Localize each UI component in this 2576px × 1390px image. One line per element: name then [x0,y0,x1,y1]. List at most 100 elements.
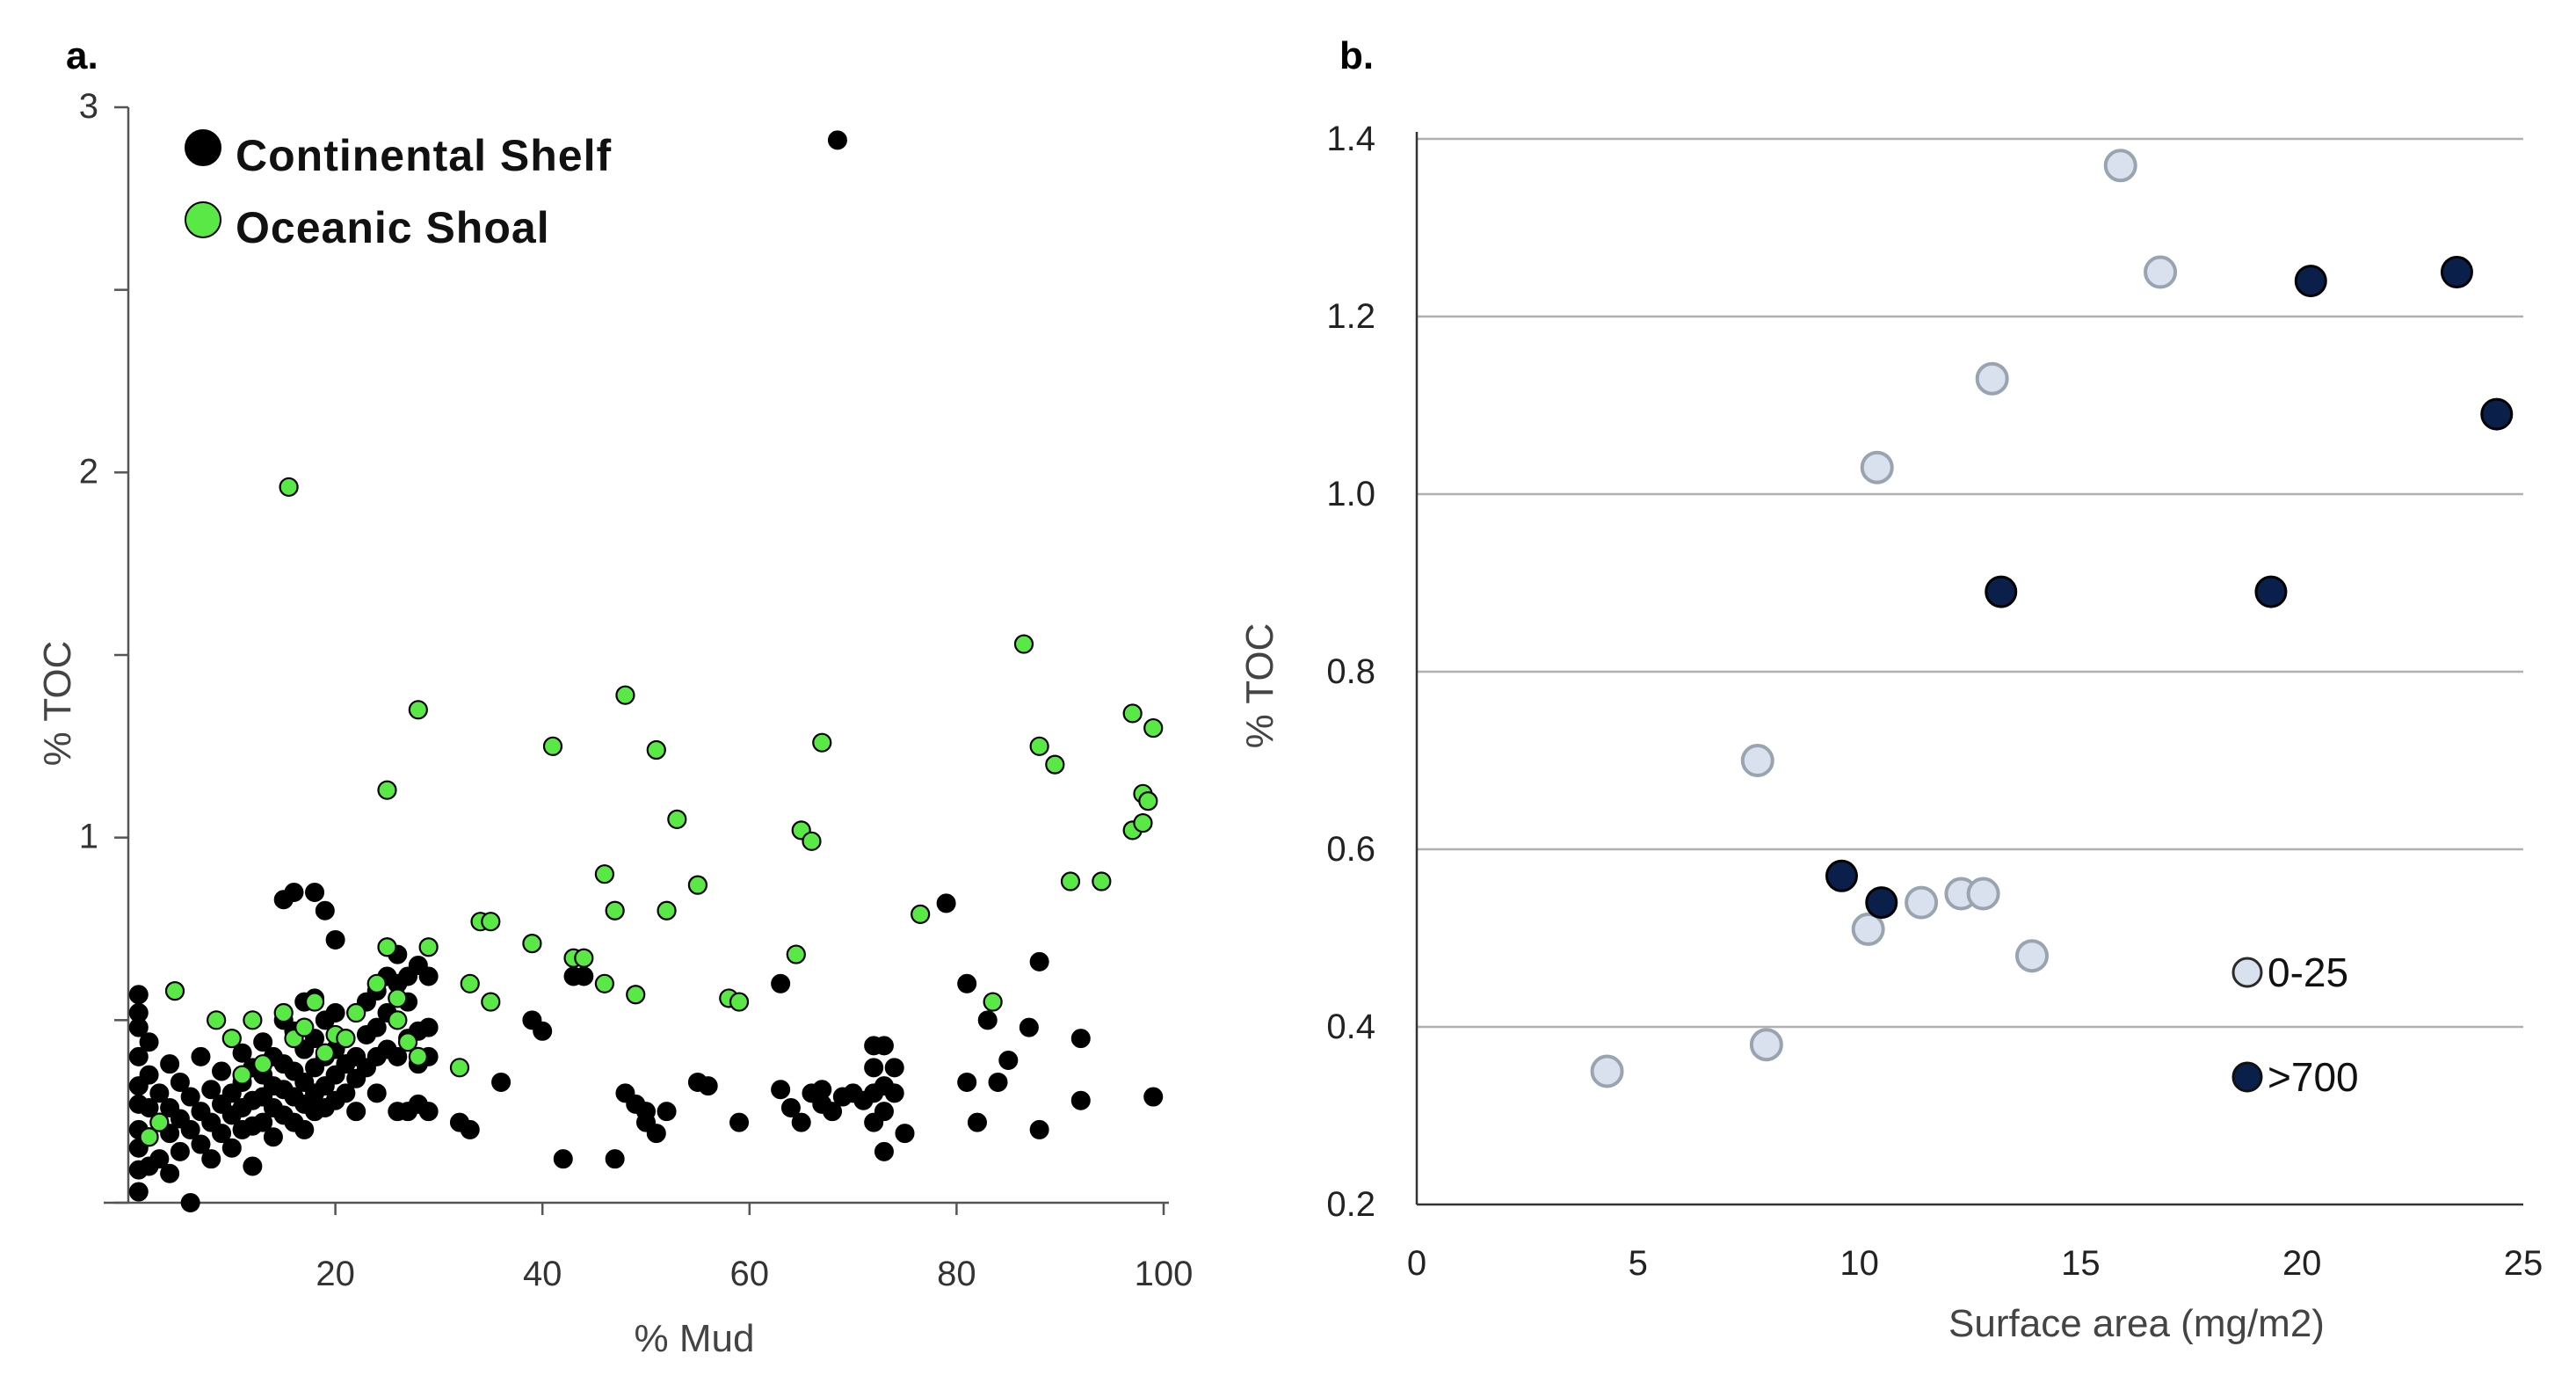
point-continental-shelf [895,1124,915,1144]
point-oceanic-shoal [408,700,428,720]
point-continental-shelf [253,1112,273,1132]
panel-b-y-tick-label: 1.0 [1326,475,1375,513]
point-continental-shelf [325,1003,345,1023]
panel-a-x-tick-label: 60 [730,1255,770,1293]
point-oceanic-shoal [667,809,687,830]
point-continental-shelf [128,1046,149,1066]
point-continental-shelf [366,1017,387,1037]
panel-b-y-tick-label: 0.4 [1326,1008,1375,1046]
point-continental-shelf [243,1156,263,1176]
point-continental-shelf [827,130,847,150]
point-continental-shelf [201,1080,221,1100]
point-continental-shelf [657,1102,677,1122]
point-continental-shelf [212,1061,232,1081]
point-gt-700 [1985,575,2018,608]
point-continental-shelf [957,973,977,993]
legend-swatch-greater-than-700 [2231,1061,2263,1093]
point-continental-shelf [139,1032,159,1052]
point-continental-shelf [305,882,325,902]
point-oceanic-shoal [1060,871,1081,891]
point-oceanic-shoal [294,1017,315,1037]
point-oceanic-shoal [253,1054,273,1074]
point-continental-shelf [780,1098,801,1118]
legend-label-0-25: 0-25 [2268,950,2348,995]
point-oceanic-shoal [626,985,646,1005]
panel-b-gridlines [1417,137,2523,1029]
point-continental-shelf [212,1124,232,1144]
point-continental-shelf [967,1112,987,1132]
point-oceanic-shoal [449,1058,470,1078]
point-continental-shelf [460,1119,480,1139]
panel-b-y-tick-label: 0.6 [1326,830,1375,869]
panel-a-ticks: 1 2 3 20 40 60 80 100 [79,87,1194,1293]
point-0-25 [1966,877,2000,911]
point-oceanic-shoal [377,780,397,800]
point-0-25 [2103,149,2137,183]
legend-swatch-oceanic-shoal [185,201,221,238]
point-continental-shelf [325,929,345,950]
point-continental-shelf [771,1080,791,1100]
point-continental-shelf [160,1163,180,1183]
point-continental-shelf [232,1043,252,1063]
point-oceanic-shoal [786,944,806,964]
point-0-25 [1749,1028,1783,1062]
legend-label-continental-shelf: Continental Shelf [236,131,612,180]
point-continental-shelf [533,1021,553,1041]
point-0-25 [1851,912,1885,946]
point-oceanic-shoal [1045,754,1065,775]
panel-b-x-tick-label: 20 [2282,1244,2322,1283]
point-oceanic-shoal [418,937,439,957]
panel-b-x-axis-label: Surface area (mg/m2) [1948,1302,2325,1345]
point-continental-shelf [864,1058,884,1078]
point-oceanic-shoal [346,1002,366,1023]
panel-b-points [1590,149,2514,1088]
point-continental-shelf [874,1141,894,1161]
point-continental-shelf [170,1072,190,1092]
point-continental-shelf [771,973,791,993]
point-oceanic-shoal [221,1028,242,1049]
point-oceanic-shoal [207,1010,227,1030]
point-continental-shelf [874,1036,894,1056]
point-gt-700 [1865,886,1898,920]
point-continental-shelf [284,882,304,902]
point-continental-shelf [977,1010,998,1030]
point-oceanic-shoal [408,1046,428,1066]
point-gt-700 [1825,859,1858,892]
point-oceanic-shoal [149,1112,170,1132]
point-gt-700 [2440,256,2473,288]
legend-label-oceanic-shoal: Oceanic Shoal [236,203,550,252]
point-oceanic-shoal [164,981,185,1001]
legend-label-greater-than-700: >700 [2268,1054,2359,1100]
point-oceanic-shoal [139,1127,159,1147]
point-oceanic-shoal [279,477,299,498]
point-oceanic-shoal [1122,703,1143,724]
point-continental-shelf [1070,1029,1091,1049]
point-continental-shelf [294,1119,315,1139]
point-continental-shelf [180,1119,200,1139]
point-continental-shelf [315,900,335,921]
panel-a-points [128,130,1164,1212]
point-oceanic-shoal [304,992,325,1012]
panel-a-x-tick-label: 20 [316,1255,355,1293]
point-continental-shelf [874,1102,894,1122]
panel-b-letter: b. [1339,34,1374,77]
point-oceanic-shoal [802,831,822,851]
point-oceanic-shoal [388,1010,408,1030]
series-oceanic-shoal [139,477,1164,1147]
point-continental-shelf [936,893,956,913]
point-continental-shelf [1019,1017,1039,1037]
series-continental-shelf [128,130,1164,1212]
panel-a-x-tick-label: 100 [1135,1255,1194,1293]
point-continental-shelf [884,1083,904,1103]
panel-b-x-tick-label: 5 [1629,1244,1648,1283]
point-oceanic-shoal [594,973,614,993]
panel-b-y-tick-label: 0.8 [1326,652,1375,691]
point-continental-shelf [139,1098,159,1118]
point-continental-shelf [1029,951,1049,972]
point-continental-shelf [998,1051,1019,1071]
point-continental-shelf [170,1141,190,1161]
point-oceanic-shoal [657,900,677,921]
point-0-25 [2144,255,2178,289]
point-oceanic-shoal [594,864,614,884]
